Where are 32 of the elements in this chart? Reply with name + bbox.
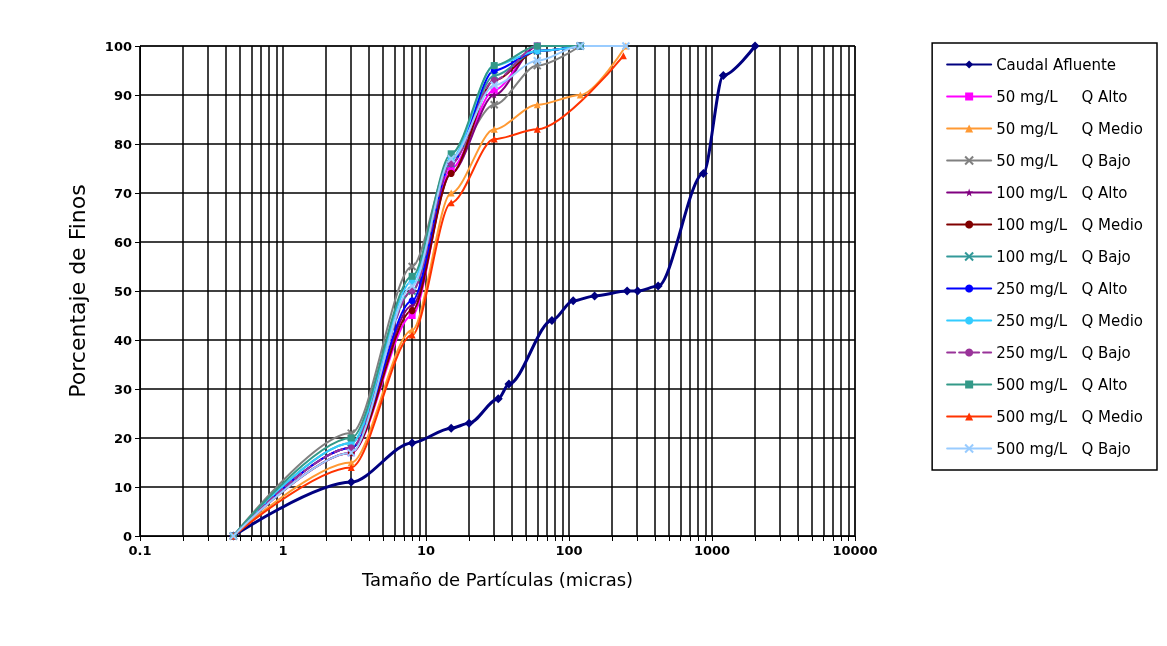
y-tick-label: 40	[113, 332, 132, 348]
legend-label: 500 mg/L Q Medio	[996, 407, 1143, 426]
legend-label: 500 mg/L Q Bajo	[996, 439, 1131, 458]
y-tick-label: 0	[122, 528, 132, 544]
legend-label: 50 mg/L Q Medio	[996, 119, 1143, 138]
y-tick-label: 90	[113, 87, 132, 103]
x-tick-label: 10	[416, 543, 436, 558]
x-tick-label: 100	[555, 543, 583, 558]
legend-label: 100 mg/L Q Medio	[996, 215, 1143, 234]
y-tick-label: 20	[113, 430, 132, 446]
y-tick-label: 50	[113, 283, 132, 299]
legend-label: 250 mg/L Q Bajo	[996, 343, 1131, 362]
x-tick-label: 1	[278, 543, 288, 558]
legend-label: 50 mg/L Q Bajo	[996, 151, 1131, 170]
y-tick-label: 30	[113, 381, 132, 397]
legend-label: 250 mg/L Q Medio	[996, 311, 1143, 330]
legend-label: 100 mg/L Q Alto	[996, 183, 1128, 202]
x-tick-label: 10000	[832, 543, 878, 558]
y-tick-label: 100	[104, 38, 132, 54]
legend-label: 250 mg/L Q Alto	[996, 279, 1128, 298]
legend-label: 50 mg/L Q Alto	[996, 87, 1128, 106]
x-axis-title: Tamaño de Partículas (micras)	[360, 568, 634, 590]
x-tick-label: 0.1	[128, 543, 152, 558]
legend-label: 500 mg/L Q Alto	[996, 375, 1128, 394]
y-tick-label: 10	[113, 479, 132, 495]
y-axis-title: Porcentaje de Finos	[64, 184, 90, 398]
legend-label: Caudal Afluente	[996, 55, 1117, 74]
legend-label: 100 mg/L Q Bajo	[996, 247, 1131, 266]
x-tick-label: 1000	[693, 543, 731, 558]
y-tick-label: 70	[113, 185, 132, 201]
y-tick-label: 80	[113, 136, 132, 152]
y-tick-label: 60	[113, 234, 132, 250]
